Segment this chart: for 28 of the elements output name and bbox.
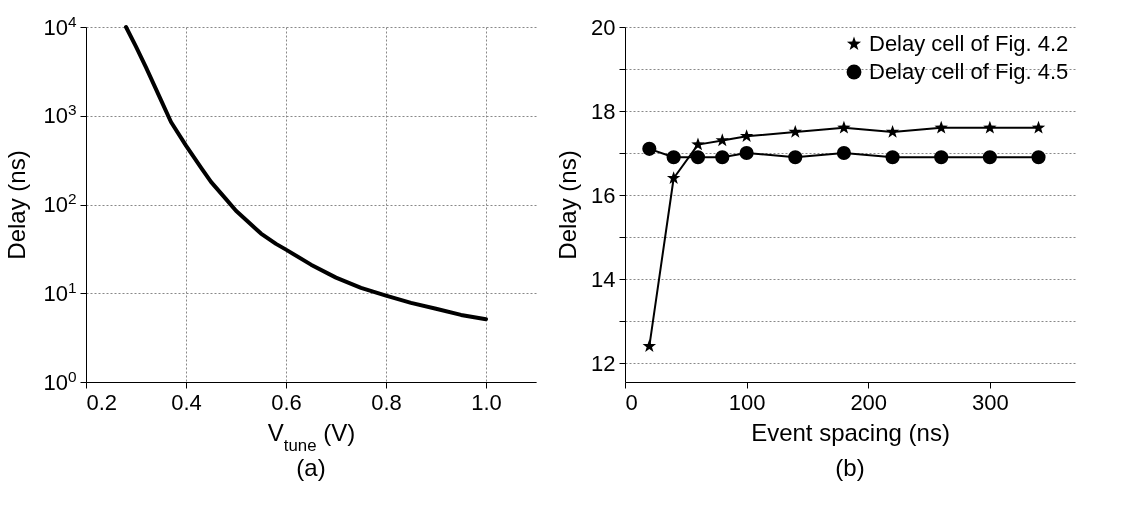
text: (b) bbox=[835, 454, 865, 481]
y-tick-label: 10$^{3}$ bbox=[43, 100, 77, 129]
x-axis-title: Event spacing (ns) bbox=[751, 418, 950, 446]
y-tick-label: 20 bbox=[591, 14, 616, 40]
x-tick-label: 0.6 bbox=[271, 389, 302, 415]
y-tick-label: 14 bbox=[591, 266, 616, 292]
y-tick-label: 10$^{1}$ bbox=[43, 278, 77, 306]
x-tick-label: 0.8 bbox=[371, 389, 402, 415]
x-tick-label: 0 bbox=[625, 389, 638, 415]
y-axis-title: Delay (ns) bbox=[554, 150, 582, 260]
y-tick-label: 10$^{4}$ bbox=[43, 12, 77, 40]
y-axis-title: Delay (ns) bbox=[2, 150, 30, 260]
y-tick-label: 10$^{2}$ bbox=[43, 189, 77, 217]
y-tick-label: 12 bbox=[591, 350, 616, 376]
legend-label: Delay cell of Fig. 4.2 bbox=[869, 31, 1069, 56]
x-tick-label: 300 bbox=[972, 389, 1009, 415]
y-tick-label: 18 bbox=[591, 98, 616, 124]
text: (a) bbox=[296, 454, 326, 481]
y-tick-label: 10$^{0}$ bbox=[43, 367, 77, 395]
x-tick-label: 100 bbox=[728, 389, 766, 415]
x-axis-title: V$_{tune}$ (V) bbox=[267, 418, 356, 454]
x-tick-label: 0.4 bbox=[171, 389, 202, 415]
x-tick-label: 1.0 bbox=[471, 389, 502, 415]
x-tick-label: 0.2 bbox=[86, 389, 118, 415]
x-tick-label: 200 bbox=[850, 389, 888, 415]
y-tick-label: 16 bbox=[591, 182, 616, 208]
line-series bbox=[124, 25, 488, 322]
legend-label: Delay cell of Fig. 4.5 bbox=[869, 59, 1069, 84]
